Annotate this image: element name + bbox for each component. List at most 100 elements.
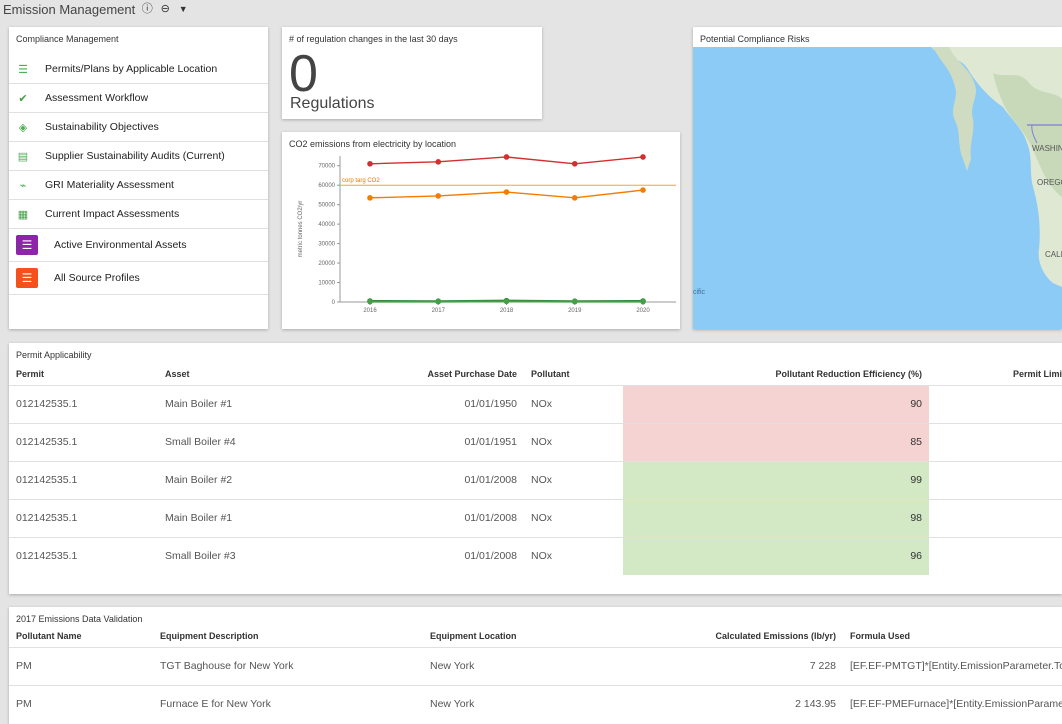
menu-item[interactable]: ☰ Active Environmental Assets: [9, 229, 268, 262]
y-tick-label: 0: [332, 300, 336, 306]
cell-formula: [EF.EF-PMEFurnace]*[Entity.EmissionParam…: [843, 684, 1062, 723]
cell-permit-limit: [929, 536, 1062, 575]
menu-item[interactable]: ◈ Sustainability Objectives: [9, 113, 268, 142]
column-header[interactable]: Asset Purchase Date: [427, 368, 517, 379]
orange-list-icon: ☰: [16, 268, 38, 288]
card-title: 2017 Emissions Data Validation: [16, 614, 143, 624]
column-header[interactable]: Equipment Description: [160, 630, 259, 641]
co2-chart-card: CO2 emissions from electricity by locati…: [282, 132, 680, 329]
card-title: Potential Compliance Risks: [700, 34, 810, 44]
column-header[interactable]: Pollutant: [531, 368, 570, 379]
cell-eff: 98: [623, 498, 929, 537]
cell-pollutant: NOx: [524, 498, 623, 537]
menu-item[interactable]: ☰ Permits/Plans by Applicable Location: [9, 55, 268, 84]
x-tick-label: 2019: [568, 308, 582, 314]
map-label-california: CALI: [1045, 250, 1062, 259]
table-row[interactable]: PM TGT Baghouse for New York New York 7 228…: [9, 646, 1062, 685]
table-row[interactable]: 012142535.1 Main Boiler #2 01/01/2008 NOx 99: [9, 460, 1062, 499]
table-row[interactable]: 012142535.1 Small Boiler #3 01/01/2008 NOx 9…: [9, 536, 1062, 575]
map-label-washington: WASHIN: [1032, 144, 1062, 153]
cell-pollutant: NOx: [524, 422, 623, 461]
menu-item-label: Assessment Workflow: [45, 92, 149, 104]
permit-table: Permit Asset Asset Purchase Date Polluta…: [9, 363, 1062, 575]
menu-item[interactable]: ▦ Current Impact Assessments: [9, 200, 268, 229]
menu-item-label: Permits/Plans by Applicable Location: [45, 63, 218, 75]
cell-asset: Main Boiler #1: [158, 498, 304, 537]
cell-permit-limit: [929, 498, 1062, 537]
filter-icon[interactable]: ▼: [178, 4, 188, 14]
leaf-icon: ◈: [18, 121, 28, 134]
menu-item-label: GRI Materiality Assessment: [45, 179, 174, 191]
cell-date: 01/01/2008: [304, 536, 524, 575]
cell-pollutant: NOx: [524, 460, 623, 499]
cell-permit-limit: [929, 384, 1062, 423]
card-title: Compliance Management: [16, 34, 119, 44]
cell-permit: 012142535.1: [9, 460, 158, 499]
menu-item[interactable]: ⌁ GRI Materiality Assessment: [9, 171, 268, 200]
map[interactable]: WASHIN OREGO CALI cific: [693, 47, 1062, 329]
compliance-menu: ☰ Permits/Plans by Applicable Location ✔ As…: [9, 55, 268, 295]
data-point: [435, 193, 442, 199]
column-header[interactable]: Pollutant Name: [16, 630, 82, 641]
map-label-pacific: cific: [693, 289, 706, 296]
cell-eff: 85: [623, 422, 929, 461]
data-point: [367, 160, 373, 167]
permit-applicability-card: Permit Applicability Permit Asset Asset …: [9, 343, 1062, 594]
compliance-card: Compliance Management ☰ Permits/Plans by …: [9, 27, 268, 329]
cell-permit: 012142535.1: [9, 422, 158, 461]
y-tick-label: 30000: [318, 242, 335, 248]
cell-pollutant: PM: [9, 684, 153, 723]
menu-item-label: Sustainability Objectives: [45, 121, 159, 133]
cell-eff: 96: [623, 536, 929, 575]
card-title: # of regulation changes in the last 30 d…: [289, 34, 458, 44]
cell-asset: Main Boiler #1: [158, 384, 304, 423]
column-header[interactable]: Pollutant Reduction Efficiency (%): [775, 368, 922, 379]
table-row[interactable]: 012142535.1 Main Boiler #1 01/01/1950 NOx 90: [9, 384, 1062, 423]
validation-table: Pollutant Name Equipment Description Equ…: [9, 625, 1062, 723]
menu-item-label: Supplier Sustainability Audits (Current): [45, 150, 225, 162]
column-header[interactable]: Calculated Emissions (lb/yr): [715, 630, 836, 641]
cell-eff: 90: [623, 384, 929, 423]
column-header[interactable]: Asset: [165, 368, 190, 379]
cell-pollutant: PM: [9, 646, 153, 685]
card-title: CO2 emissions from electricity by locati…: [289, 139, 457, 149]
cell-date: 01/01/2008: [304, 460, 524, 499]
x-tick-label: 2016: [363, 308, 377, 314]
map-land: WASHIN OREGO CALI cific: [693, 47, 1062, 296]
info-icon[interactable]: ⓘ: [141, 3, 153, 15]
cell-permit: 012142535.1: [9, 536, 158, 575]
column-header[interactable]: Permit Limi: [1012, 368, 1062, 379]
column-header[interactable]: Formula Used: [850, 630, 911, 641]
regulation-count: 0: [289, 45, 318, 103]
cell-permit-limit: [929, 422, 1062, 461]
table-row[interactable]: PM Furnace E for New York New York 2 143.95…: [9, 684, 1062, 723]
table-header-row: Permit Asset Asset Purchase Date Polluta…: [9, 363, 1062, 385]
menu-item[interactable]: ▤ Supplier Sustainability Audits (Current…: [9, 142, 268, 171]
menu-item[interactable]: ✔ Assessment Workflow: [9, 84, 268, 113]
y-axis-label: metric tonnes CO2/yr: [298, 201, 304, 258]
menu-item-label: Active Environmental Assets: [54, 239, 187, 251]
cell-permit-limit: [929, 460, 1062, 499]
cell-desc: TGT Baghouse for New York: [153, 646, 423, 685]
cell-permit: 012142535.1: [9, 384, 158, 423]
table-row[interactable]: 012142535.1 Small Boiler #4 01/01/1951 NOx 8…: [9, 422, 1062, 461]
collapse-icon[interactable]: ⊖: [160, 3, 170, 15]
emissions-validation-card: 2017 Emissions Data Validation Pollutant…: [9, 607, 1062, 724]
x-tick-label: 2017: [432, 308, 446, 314]
column-header[interactable]: Permit: [16, 368, 45, 379]
menu-item[interactable]: ☰ All Source Profiles: [9, 262, 268, 295]
y-tick-label: 70000: [318, 164, 335, 170]
cell-formula: [EF.EF-PMTGT]*[Entity.EmissionParameter.…: [843, 646, 1062, 685]
check-circle-icon: ✔: [18, 92, 28, 105]
cell-asset: Small Boiler #3: [158, 536, 304, 575]
data-point: [640, 187, 646, 193]
x-tick-label: 2020: [636, 308, 650, 314]
cell-pollutant: NOx: [524, 384, 623, 423]
data-point: [503, 189, 510, 195]
table-row[interactable]: 012142535.1 Main Boiler #1 01/01/2008 NOx 98: [9, 498, 1062, 537]
data-point: [571, 195, 578, 201]
column-header[interactable]: Equipment Location: [430, 630, 517, 641]
data-point: [435, 159, 442, 165]
cell-permit: 012142535.1: [9, 498, 158, 537]
data-point: [640, 154, 646, 160]
